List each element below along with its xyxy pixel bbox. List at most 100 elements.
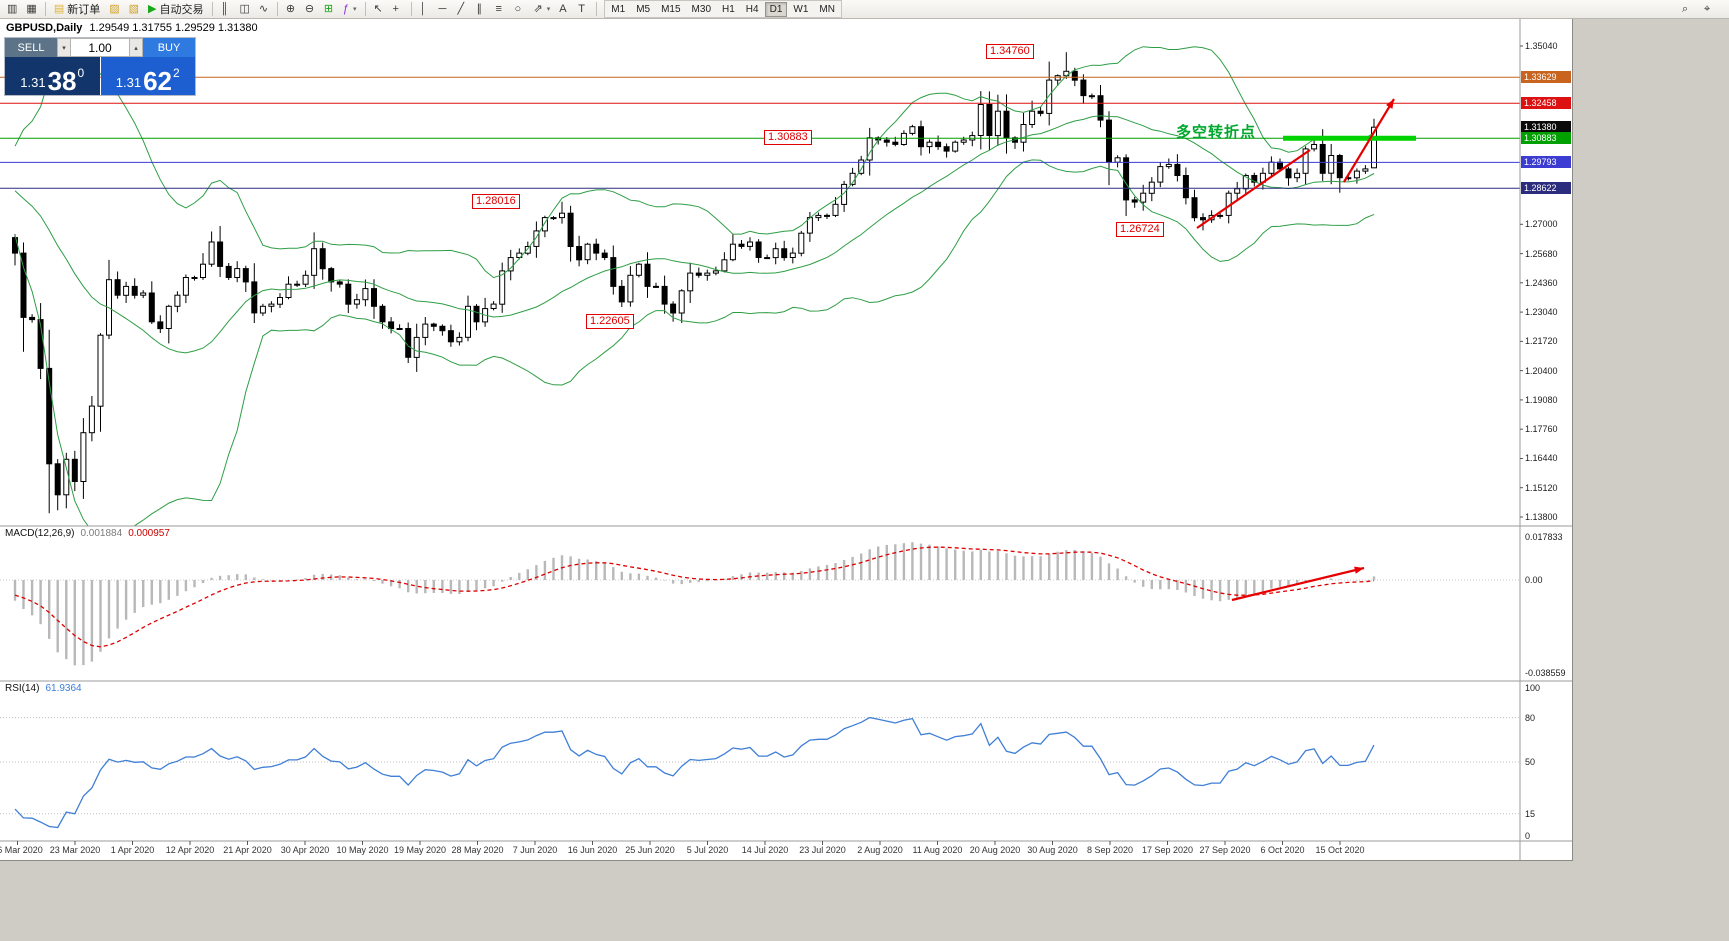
lot-decrease-button[interactable]: ▾ <box>57 38 71 57</box>
pivot-point-label[interactable]: 多空转折点 <box>1176 124 1257 141</box>
price-scale-tag: 1.29793 <box>1521 156 1571 168</box>
price-label[interactable]: 1.34760 <box>986 44 1034 59</box>
toolbar-timeframes: M1 M5 M15 M30 H1 H4 D1 W1 MN <box>604 0 842 18</box>
templates-button[interactable]: ▨ <box>105 1 123 18</box>
timeframe-m30-button[interactable]: M30 <box>691 3 711 15</box>
buy-button[interactable]: BUY <box>143 38 195 57</box>
text-tool-button[interactable]: A <box>555 1 573 18</box>
sell-price-big: 38 <box>47 65 77 96</box>
price-label[interactable]: 1.22605 <box>586 314 634 329</box>
chart-symbol: GBPUSD,Daily <box>6 22 83 34</box>
shapes-button[interactable]: ○ <box>511 1 529 18</box>
chart-canvas[interactable] <box>0 19 1573 861</box>
candle-chart-type-icon: ◫ <box>239 2 250 15</box>
macd-label: MACD(12,26,9) 0.001884 0.000957 <box>5 528 170 539</box>
bar-chart-type-button[interactable]: ║ <box>217 1 235 18</box>
sell-button[interactable]: SELL <box>5 38 57 57</box>
sell-price-display[interactable]: 1.31 38 0 <box>5 57 100 95</box>
new-chart-button[interactable]: ▥ <box>3 1 21 18</box>
trendline-button[interactable]: ╱ <box>454 1 472 18</box>
macd-name: MACD(12,26,9) <box>5 528 75 539</box>
macd-scale-label: 0.017833 <box>1525 532 1563 542</box>
buy-price-head: 1.31 <box>115 75 142 90</box>
crosshair-button[interactable]: + <box>389 1 407 18</box>
date-axis-label: 5 Jul 2020 <box>686 845 729 855</box>
new-order-label: 新订单 <box>67 4 101 16</box>
fibonacci-button[interactable]: ≡ <box>492 1 510 18</box>
zoom-in-button[interactable]: ⊕ <box>282 1 300 18</box>
autotrading-button[interactable]: ▶ 自动交易 <box>144 1 207 18</box>
price-label[interactable]: 1.30883 <box>764 130 812 145</box>
timeframe-m5-button[interactable]: M5 <box>636 3 651 15</box>
indicators-button[interactable]: ƒ ▾ <box>339 1 361 18</box>
timeframe-h1-button[interactable]: H1 <box>722 3 735 15</box>
timeframe-d1-button[interactable]: D1 <box>764 1 788 17</box>
date-axis-label: 30 Aug 2020 <box>1027 845 1078 855</box>
price-label[interactable]: 1.26724 <box>1116 222 1164 237</box>
date-axis-label: 10 May 2020 <box>336 845 389 855</box>
toolbar-separator <box>211 2 213 16</box>
rsi-scale-label: 15 <box>1525 809 1536 819</box>
toolbar-separator <box>44 2 46 16</box>
sell-price-head: 1.31 <box>20 75 46 90</box>
date-axis-label: 12 Apr 2020 <box>165 845 215 855</box>
zoom-out-icon: ⊖ <box>304 2 315 15</box>
timeframe-m15-button[interactable]: M15 <box>661 3 681 15</box>
price-scale-label: 1.13800 <box>1525 512 1558 522</box>
lot-increase-button[interactable]: ▴ <box>129 38 143 57</box>
arrows-tool-button[interactable]: ⇗ ▾ <box>530 1 555 18</box>
horizontal-level-lines[interactable] <box>0 76 1520 189</box>
zoom-in-icon: ⊕ <box>285 2 296 15</box>
magnifier-button[interactable]: ⌕ <box>1678 1 1696 18</box>
cursor-button[interactable]: ↖ <box>370 1 388 18</box>
fibonacci-icon: ≡ <box>495 2 502 15</box>
price-scale-label: 1.20400 <box>1525 366 1558 376</box>
trend-arrows[interactable] <box>1196 98 1395 229</box>
rsi-label: RSI(14) 61.9364 <box>5 683 82 694</box>
timeframe-h4-button[interactable]: H4 <box>745 3 759 15</box>
equidistant-channel-button[interactable]: ∥ <box>473 1 491 18</box>
crosshair-pointer-button[interactable]: ⌖ <box>1700 1 1718 18</box>
date-axis-label: 2 Aug 2020 <box>857 845 903 855</box>
horizontal-line-button[interactable]: ─ <box>435 1 453 18</box>
lot-size-input[interactable]: 1.00 <box>71 38 129 57</box>
macd-scale-label: -0.038559 <box>1525 668 1566 678</box>
line-chart-type-icon: ∿ <box>258 2 269 15</box>
profiles-icon: ▧ <box>128 2 140 15</box>
trendline-icon: ╱ <box>457 2 465 15</box>
crosshair-icon: + <box>392 2 399 15</box>
text-label-tool-icon: T <box>578 2 586 15</box>
rsi-value: 61.9364 <box>45 683 82 694</box>
rsi-scale-label: 50 <box>1525 757 1536 767</box>
arrows-tool-caret-icon: ▾ <box>546 6 551 13</box>
timeframe-mn-button[interactable]: MN <box>819 3 835 15</box>
date-axis-label: 30 Apr 2020 <box>280 845 330 855</box>
timeframe-m1-button[interactable]: M1 <box>611 3 626 15</box>
new-order-button[interactable]: ▤ 新订单 <box>50 1 104 18</box>
buy-price-display[interactable]: 1.31 62 2 <box>100 57 195 95</box>
autotrading-icon: ▶ <box>148 2 157 15</box>
rsi-name: RSI(14) <box>5 683 40 694</box>
tile-windows-button[interactable]: ⊞ <box>320 1 338 18</box>
sell-price-sup: 0 <box>77 66 85 80</box>
macd-scale-label: 0.00 <box>1525 575 1543 585</box>
vertical-line-button[interactable]: │ <box>416 1 434 18</box>
line-chart-type-button[interactable]: ∿ <box>255 1 273 18</box>
toolbar-separator <box>364 2 366 16</box>
macd-value-main: 0.001884 <box>80 528 123 539</box>
profiles-button[interactable]: ▧ <box>125 1 143 18</box>
price-scale-label: 1.25680 <box>1525 249 1558 259</box>
price-scale-label: 1.23040 <box>1525 307 1558 317</box>
chart-profiles-button[interactable]: ▦ <box>22 1 40 18</box>
toolbar-items: ▥ ▦ ▤ 新订单 ▨ ▧ ▶ 自动交易 ║ ◫ ∿ ⊕ ⊖ ⊞ ƒ ▾ ↖ + │ ─ ╱ ∥ ≡ ○ ⇗ ▾ A T <box>3 1 600 18</box>
text-label-tool-button[interactable]: T <box>574 1 592 18</box>
timeframe-w1-button[interactable]: W1 <box>793 3 809 15</box>
templates-icon: ▨ <box>109 2 120 15</box>
zoom-out-button[interactable]: ⊖ <box>301 1 319 18</box>
shapes-icon: ○ <box>514 2 522 15</box>
price-scale-tag: 1.28622 <box>1521 182 1571 194</box>
toolbar-right: ⌕ ⌖ <box>1678 1 1726 18</box>
candle-chart-type-button[interactable]: ◫ <box>236 1 254 18</box>
price-label[interactable]: 1.28016 <box>472 194 520 209</box>
toolbar-separator <box>410 2 412 16</box>
